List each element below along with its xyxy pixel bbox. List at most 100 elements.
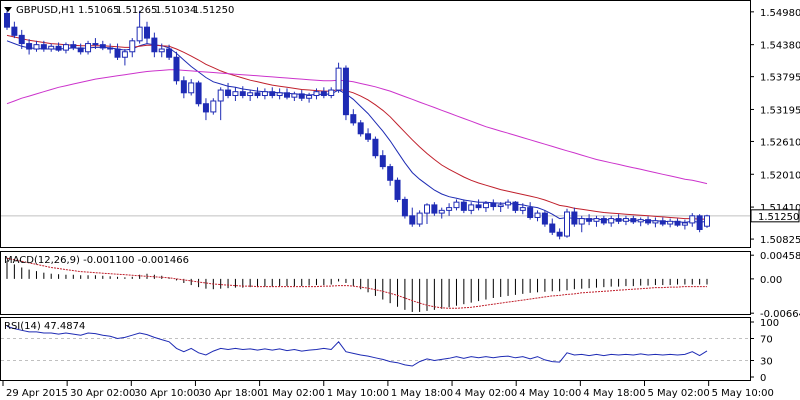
candle-body: [144, 26, 150, 39]
macd-signal-line: [6, 257, 707, 309]
candle-body: [365, 133, 372, 140]
candle-body: [608, 218, 615, 224]
price-tick-label: 1.54380: [760, 41, 800, 52]
candle: [313, 88, 320, 100]
candle: [99, 40, 106, 51]
candle: [320, 87, 327, 99]
time-tick-label: 4 May 18:00: [583, 388, 645, 399]
price-tick-label: 1.51410: [760, 203, 800, 214]
chart-menu-arrow-icon[interactable]: [4, 7, 12, 12]
candle-body: [225, 89, 232, 97]
price-panel-frame: [0, 0, 751, 248]
candle-body: [33, 44, 40, 50]
candle-body: [261, 91, 268, 97]
candle-body: [129, 40, 136, 53]
candle: [269, 87, 276, 99]
candle: [4, 10, 10, 30]
candle: [62, 42, 69, 54]
candle: [394, 177, 401, 203]
candle: [460, 199, 467, 214]
candle: [77, 43, 84, 55]
candle: [276, 88, 283, 100]
candle: [350, 109, 357, 126]
candle: [696, 214, 703, 233]
candle: [549, 218, 556, 235]
candle: [446, 203, 453, 216]
candle: [387, 163, 394, 186]
ma-slow-line: [6, 69, 708, 185]
candle: [55, 42, 62, 52]
candle: [144, 21, 150, 44]
candle: [453, 199, 460, 211]
price-tick-label: 1.52610: [760, 137, 800, 148]
candle-body: [55, 45, 62, 51]
candle: [497, 202, 504, 212]
candle: [85, 40, 92, 55]
candle-body: [431, 204, 438, 214]
candle-body: [438, 209, 445, 214]
candle-body: [586, 218, 593, 222]
candle-body: [630, 218, 637, 223]
candle-body: [681, 222, 688, 226]
candle-body: [446, 207, 453, 211]
candle-body: [121, 51, 128, 58]
candle-body: [291, 93, 298, 98]
candle-body: [70, 44, 77, 49]
candle: [519, 203, 526, 215]
candle: [704, 214, 710, 228]
candle-body: [48, 45, 55, 50]
candle-body: [276, 92, 283, 97]
candle-body: [622, 218, 629, 222]
rsi-line: [6, 325, 708, 367]
rsi-tick-label: 70: [760, 335, 773, 346]
candle-body: [645, 219, 652, 224]
time-tick-label: 29 Apr 2015: [6, 388, 68, 399]
candle-body: [254, 92, 261, 97]
candle: [615, 214, 622, 225]
candle: [335, 62, 342, 93]
candle: [33, 40, 40, 52]
price-tick-label: 1.54980: [760, 8, 800, 19]
candle-body: [482, 202, 489, 209]
candle: [166, 44, 173, 60]
candle-body: [534, 212, 541, 218]
price-tick-label: 1.53795: [760, 73, 800, 84]
candle-body: [512, 201, 519, 211]
candle-body: [667, 220, 674, 225]
candle: [630, 215, 637, 225]
candle-body: [4, 12, 10, 28]
candle: [232, 87, 239, 101]
candle: [11, 21, 18, 39]
price-tick-label: 1.50825: [760, 235, 800, 246]
time-tick-label: 4 May 10:00: [519, 388, 581, 399]
candle-body: [652, 220, 659, 224]
candle-body: [416, 212, 423, 225]
candle: [121, 49, 128, 66]
candle-body: [26, 43, 33, 50]
candle: [328, 87, 335, 99]
candle-body: [298, 93, 305, 99]
candle: [564, 208, 570, 238]
candle: [424, 203, 430, 225]
candle-body: [401, 198, 408, 217]
candle: [342, 65, 349, 121]
candle-body: [151, 37, 158, 53]
time-tick-label: 4 May 02:00: [455, 388, 517, 399]
rsi-panel-frame: [0, 317, 751, 381]
candle-body: [335, 67, 342, 91]
candle: [490, 199, 497, 211]
candle-body: [659, 220, 666, 225]
candle: [114, 43, 121, 60]
candle-body: [350, 114, 357, 124]
candle-body: [453, 201, 460, 209]
candle: [475, 199, 482, 211]
candle-body: [210, 100, 217, 113]
candle-body: [394, 179, 401, 200]
macd-tick-label: 0.004582: [760, 251, 800, 262]
candle: [151, 32, 158, 58]
candle: [306, 92, 313, 103]
candle-body: [202, 103, 209, 113]
price-tick-label: 1.52010: [760, 170, 800, 181]
current-price-label: 1.51250: [758, 212, 799, 223]
candle: [431, 202, 438, 216]
